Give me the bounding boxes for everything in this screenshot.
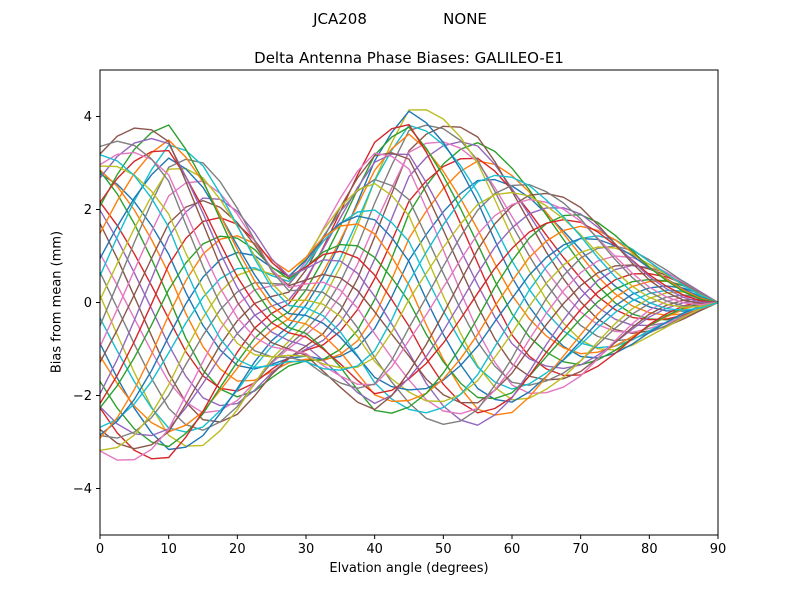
x-tick-label: 20: [229, 542, 246, 557]
bias-series-line: [99, 151, 719, 386]
y-tick-label: 0: [84, 296, 92, 311]
bias-series-line: [99, 125, 719, 423]
bias-series-line: [99, 165, 719, 369]
bias-series-line: [99, 209, 719, 428]
x-tick-label: 90: [710, 542, 727, 557]
bias-series-line: [99, 152, 719, 461]
bias-series-line: [99, 126, 719, 448]
bias-series-line: [99, 235, 719, 409]
y-tick-label: 4: [84, 110, 92, 125]
bias-series-line: [99, 199, 719, 404]
bias-series-line: [99, 223, 719, 439]
bias-series-line: [99, 124, 719, 414]
bias-series-line: [99, 140, 719, 407]
x-tick-label: 30: [298, 542, 315, 557]
x-axis-label: Elvation angle (degrees): [329, 561, 489, 576]
bias-series-line: [99, 141, 719, 398]
bias-series-line: [99, 160, 719, 382]
x-tick-label: 0: [96, 542, 104, 557]
bias-series-line: [99, 215, 719, 436]
bias-series-line: [99, 167, 719, 403]
chart-title: Delta Antenna Phase Biases: GALILEO-E1: [254, 49, 564, 67]
y-axis-label: Bias from mean (mm): [49, 230, 65, 374]
x-tick-label: 60: [504, 542, 521, 557]
bias-series-line: [99, 123, 719, 460]
bias-series-line: [99, 140, 719, 389]
bias-series-line: [99, 124, 719, 433]
bias-series-line: [99, 154, 719, 371]
bias-series-line: [99, 173, 719, 370]
x-tick-label: 70: [572, 542, 589, 557]
x-tick-label: 40: [366, 542, 383, 557]
plot-border: [99, 69, 719, 536]
bias-series-line: [99, 197, 719, 426]
bias-series-line: [99, 182, 719, 452]
bias-series-line: [99, 127, 719, 411]
bias-series-line: [99, 152, 719, 450]
y-tick-label: −4: [73, 482, 92, 497]
y-tick-label: 2: [84, 203, 92, 218]
x-tick-label: 50: [435, 542, 452, 557]
x-tick-label: 10: [160, 542, 177, 557]
y-tick-label: −2: [73, 389, 92, 404]
bias-series-line: [99, 178, 719, 439]
figure-suptitle: JCA208 NONE: [313, 10, 487, 28]
x-tick-label: 80: [641, 542, 658, 557]
